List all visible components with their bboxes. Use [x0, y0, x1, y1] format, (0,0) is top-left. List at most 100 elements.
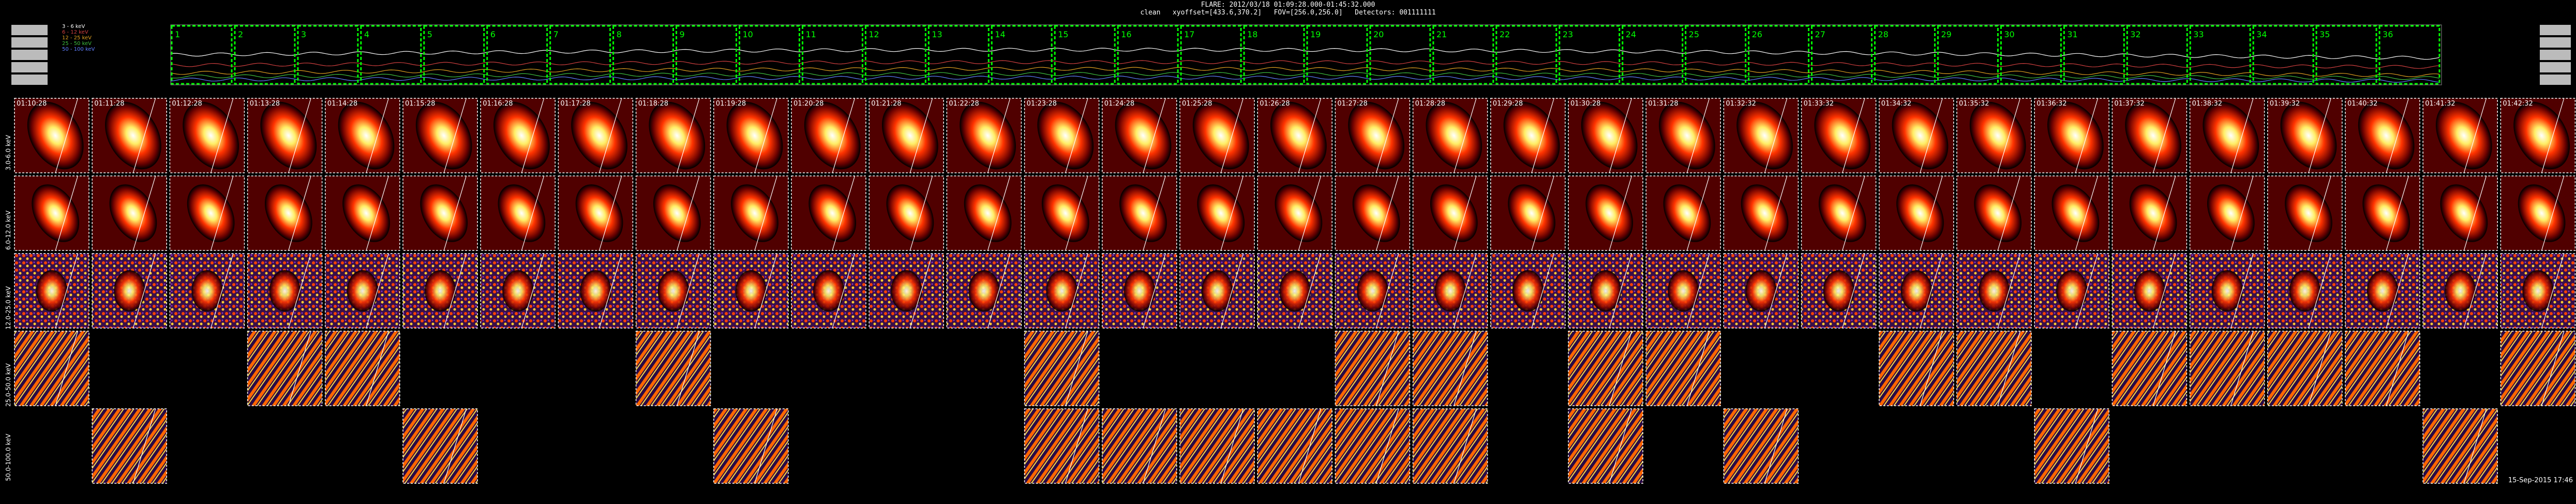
image-tile [1879, 331, 1954, 406]
interval-number: 35 [2319, 29, 2330, 39]
tile-time-label: 01:41:32 [2425, 100, 2455, 108]
image-tile [2034, 175, 2109, 251]
image-tile [2034, 253, 2109, 329]
tile-time-label: 01:31:28 [1648, 100, 1678, 108]
image-tile [1956, 331, 2032, 406]
image-tile [247, 98, 323, 173]
tile-time-label: 01:14:28 [327, 100, 357, 108]
image-tile [325, 331, 400, 406]
image-tile [1568, 331, 1643, 406]
image-tile [1645, 331, 1721, 406]
detector-thumb [2540, 75, 2571, 85]
image-tile [1335, 331, 1411, 406]
interval-box [1685, 25, 1747, 85]
image-tile [402, 98, 478, 173]
interval-box [1369, 25, 1431, 85]
interval-number: 18 [1247, 29, 1257, 39]
image-tile [946, 98, 1022, 173]
image-tile [1879, 253, 1954, 329]
tile-time-label: 01:38:32 [2192, 100, 2222, 108]
interval-number: 15 [1058, 29, 1068, 39]
image-tile [946, 253, 1022, 329]
interval-number: 30 [2004, 29, 2014, 39]
image-tile [713, 408, 789, 484]
interval-number: 25 [1689, 29, 1699, 39]
image-tile [1568, 408, 1643, 484]
image-params: clean xyoffset=[433.6,370.2] FOV=[256.0,… [1140, 9, 1436, 17]
interval-box [612, 25, 675, 85]
image-tile [2267, 175, 2343, 251]
image-tile [2345, 331, 2420, 406]
image-tile [2034, 408, 2109, 484]
image-tile [2111, 175, 2188, 251]
image-tile [1956, 253, 2032, 329]
image-tile [325, 98, 400, 173]
image-tile [2034, 98, 2109, 173]
image-tile [325, 253, 400, 329]
interval-box [486, 25, 548, 85]
image-tile [1024, 408, 1100, 484]
detector-thumb [11, 75, 48, 85]
image-tile [1257, 408, 1332, 484]
image-tile [2267, 331, 2343, 406]
interval-box [1243, 25, 1305, 85]
image-tile [1568, 98, 1643, 173]
interval-box [423, 25, 485, 85]
detector-thumb [11, 62, 48, 72]
interval-number: 28 [1878, 29, 1889, 39]
image-tile [14, 253, 89, 329]
image-tile [325, 175, 400, 251]
image-tile [1024, 98, 1100, 173]
legend-entry: 50 - 100 keV [62, 47, 95, 52]
image-tile [92, 98, 167, 173]
image-tile [1801, 253, 1877, 329]
flare-title: FLARE: 2012/03/18 01:09:28.000-01:45:32.… [1201, 1, 1375, 9]
image-tile [169, 175, 245, 251]
interval-box [1495, 25, 1557, 85]
image-tile [1801, 98, 1877, 173]
tile-time-label: 01:35:32 [1959, 100, 1989, 108]
image-tile [247, 175, 323, 251]
interval-box [2189, 25, 2251, 85]
legend-entry: 25 - 50 keV [62, 41, 92, 47]
tile-time-label: 01:17:28 [560, 100, 590, 108]
interval-box [2000, 25, 2062, 85]
detector-thumb [11, 37, 48, 48]
image-tile [791, 175, 866, 251]
image-tile [2500, 98, 2576, 173]
image-tile [1102, 253, 1177, 329]
interval-number: 5 [427, 29, 432, 39]
image-tile [1645, 253, 1721, 329]
interval-box [1432, 25, 1494, 85]
image-tile [1412, 98, 1488, 173]
image-tile [946, 175, 1022, 251]
interval-box [1054, 25, 1116, 85]
image-tile [402, 408, 478, 484]
tile-time-label: 01:33:32 [1804, 100, 1834, 108]
image-tile [1257, 175, 1332, 251]
tile-time-label: 01:27:28 [1337, 100, 1367, 108]
image-tile [1179, 175, 1255, 251]
image-tile [1412, 175, 1488, 251]
image-tile [169, 98, 245, 173]
interval-box [2315, 25, 2377, 85]
tile-time-label: 01:18:28 [638, 100, 668, 108]
image-tile [480, 175, 556, 251]
interval-number: 7 [553, 29, 559, 39]
interval-number: 27 [1815, 29, 1825, 39]
image-tile [1102, 98, 1177, 173]
image-tile [791, 98, 866, 173]
image-tile [1879, 98, 1954, 173]
image-tile [480, 98, 556, 173]
image-tile [1801, 175, 1877, 251]
interval-number: 33 [2193, 29, 2204, 39]
image-tile [2500, 253, 2576, 329]
interval-box [1811, 25, 1873, 85]
interval-number: 1 [175, 29, 180, 39]
interval-number: 21 [1436, 29, 1447, 39]
interval-box [1874, 25, 1936, 85]
image-tile [402, 175, 478, 251]
interval-box [1559, 25, 1621, 85]
image-tile [1179, 98, 1255, 173]
image-tile [2500, 331, 2576, 406]
